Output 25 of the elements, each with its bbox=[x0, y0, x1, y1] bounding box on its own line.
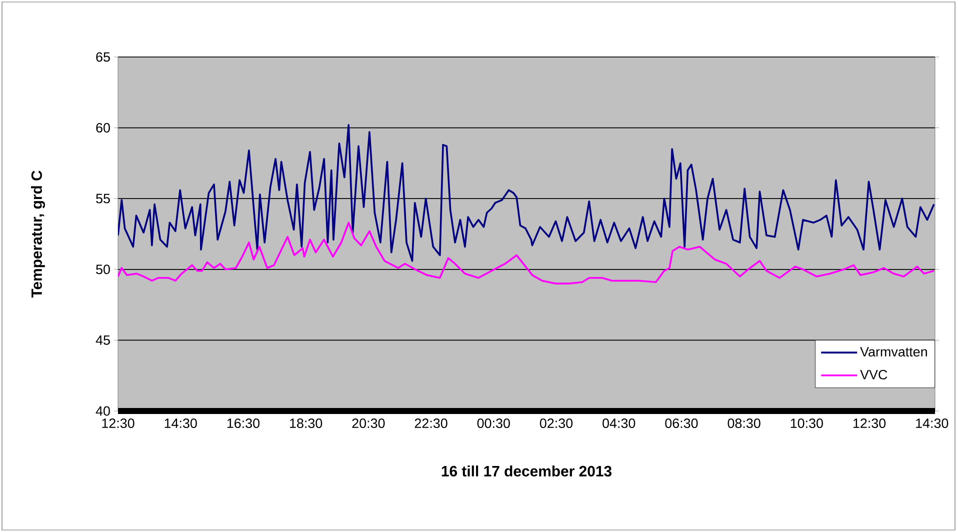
y-tick-label: 45 bbox=[96, 336, 110, 345]
x-tick-label: 06:30 bbox=[665, 418, 698, 428]
x-tick-label: 00:30 bbox=[477, 418, 510, 428]
y-tick-label: 55 bbox=[96, 194, 110, 204]
x-tick-label: 14:30 bbox=[916, 418, 948, 428]
y-axis-title: Temperatur, grd C bbox=[31, 170, 45, 298]
x-tick-label: 10:30 bbox=[790, 418, 823, 428]
x-tick-label: 12:30 bbox=[102, 418, 134, 428]
y-tick-label: 40 bbox=[96, 406, 110, 416]
x-tick-label: 20:30 bbox=[352, 418, 385, 428]
x-tick-label: 02:30 bbox=[540, 418, 573, 428]
x-tick-label: 08:30 bbox=[728, 418, 760, 428]
x-tick-label: 14:30 bbox=[164, 418, 197, 428]
x-tick-label: 16:30 bbox=[227, 418, 260, 428]
y-tick-label: 50 bbox=[96, 264, 110, 274]
line-series bbox=[118, 124, 935, 262]
y-tick-label: 65 bbox=[96, 52, 110, 62]
legend-label: VVC bbox=[860, 370, 888, 380]
legend-label: Varmvatten bbox=[860, 347, 927, 357]
x-tick-label: 04:30 bbox=[602, 418, 636, 428]
x-tick-label: 22:30 bbox=[414, 418, 448, 428]
x-axis-title: 16 till 17 december 2013 bbox=[442, 466, 612, 476]
x-tick-label: 12:30 bbox=[853, 418, 886, 428]
y-tick-label: 60 bbox=[96, 123, 110, 133]
x-tick-label: 18:30 bbox=[290, 418, 322, 428]
